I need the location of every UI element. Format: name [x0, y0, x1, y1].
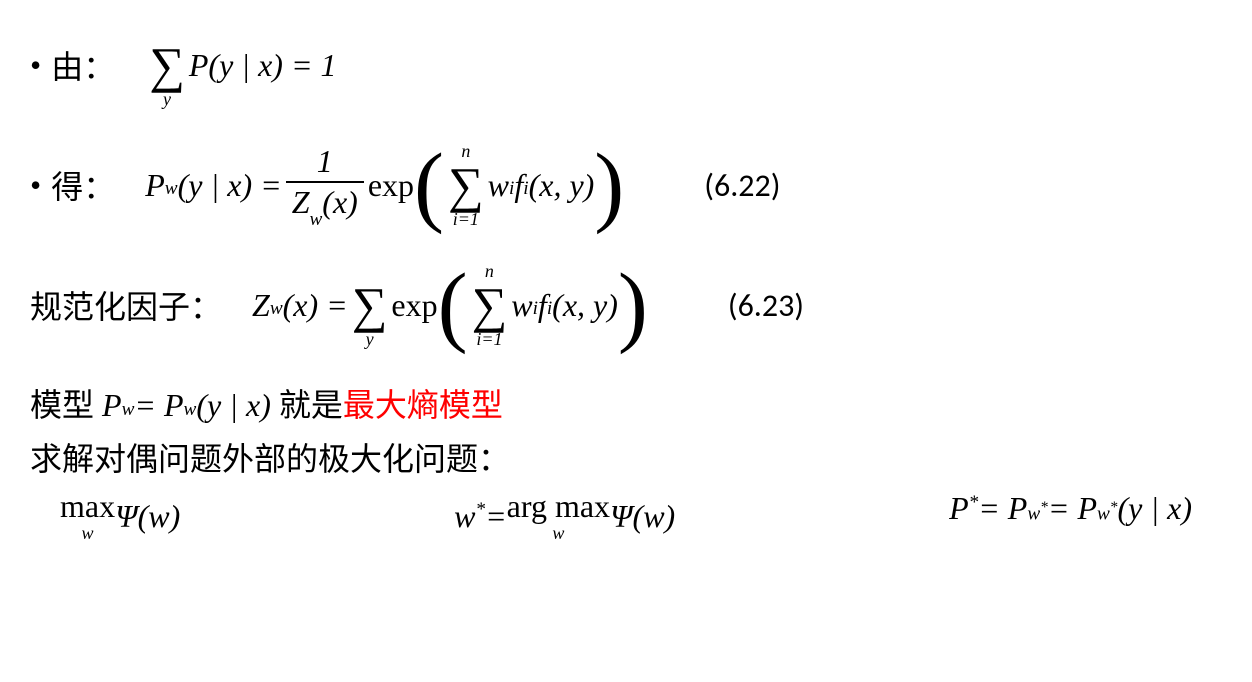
bullet-1: •	[30, 47, 41, 84]
formula-zw: Zw(x) = ∑ y exp ( n ∑ i=1 wi fi(x, y) )	[252, 262, 648, 348]
equation-number-623: (6.23)	[728, 286, 804, 325]
max-entropy-highlight: 最大熵模型	[343, 387, 503, 423]
bottom-formulas: max w Ψ(w) w* = arg max w Ψ(w) P* = Pw* …	[30, 490, 1222, 542]
bullet-2: •	[30, 167, 41, 204]
left-paren-2: (	[438, 274, 468, 337]
label-get: 得：	[51, 162, 115, 208]
formula-1-rhs: P(y | x) = 1	[189, 47, 337, 84]
equation-row-1: • 由： ∑ y P(y | x) = 1	[30, 20, 1222, 110]
sum-symbol-4: n ∑ i=1	[472, 262, 508, 348]
sum-symbol-1: ∑ y	[149, 22, 185, 108]
argmax-psi: w* = arg max w Ψ(w)	[454, 490, 675, 542]
label-normalization: 规范化因子：	[30, 282, 222, 328]
equation-row-3: 规范化因子： Zw(x) = ∑ y exp ( n ∑ i=1 wi fi(x…	[30, 260, 1222, 350]
fraction-1: 1 Zw(x)	[286, 144, 364, 226]
pw-inline: Pw = Pw(y | x)	[102, 387, 271, 424]
p-star: P* = Pw* = Pw*(y | x)	[949, 490, 1192, 527]
label-by: 由：	[51, 42, 115, 88]
right-paren-1: )	[594, 154, 624, 217]
max-psi: max w Ψ(w)	[60, 490, 180, 542]
formula-sum-prob: ∑ y P(y | x) = 1	[145, 22, 336, 108]
formula-pw: Pw(y | x) = 1 Zw(x) exp ( n ∑ i=1 wi fi(…	[145, 142, 624, 228]
equation-row-2: • 得： Pw(y | x) = 1 Zw(x) exp ( n ∑ i=1 w…	[30, 140, 1222, 230]
model-description-line: 模型 Pw = Pw(y | x) 就是最大熵模型	[30, 380, 1222, 426]
sum-symbol-3: ∑ y	[352, 262, 388, 348]
equation-number-622: (6.22)	[704, 166, 780, 205]
left-paren-1: (	[414, 154, 444, 217]
dual-problem-line: 求解对偶问题外部的极大化问题：	[30, 434, 1222, 480]
sum-symbol-2: n ∑ i=1	[448, 142, 484, 228]
right-paren-2: )	[618, 274, 648, 337]
argmax-block: arg max w	[507, 490, 610, 542]
max-block-1: max w	[60, 490, 115, 542]
